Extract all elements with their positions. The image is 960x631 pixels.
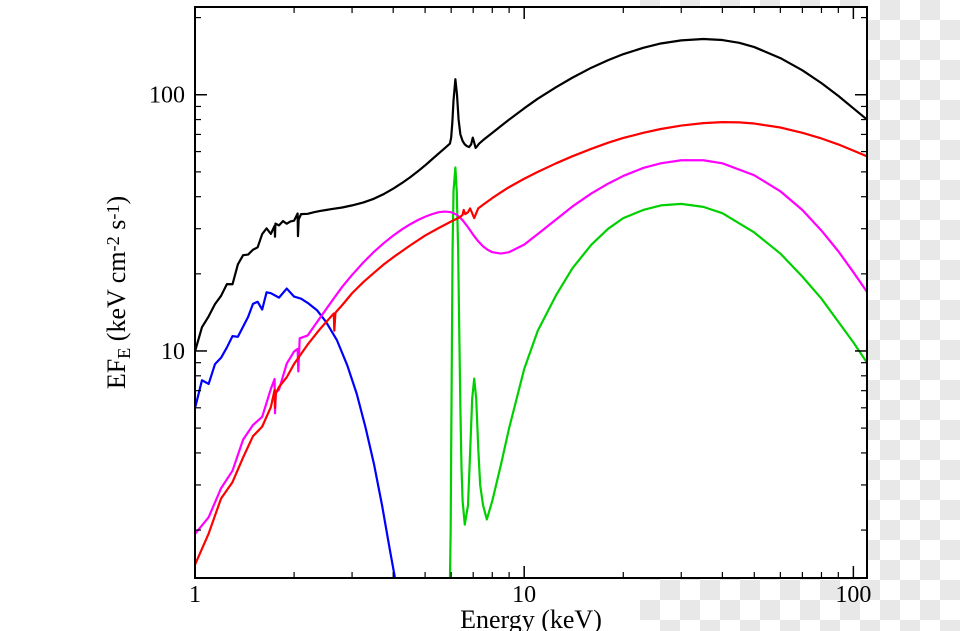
ytick-label: 10 [161,339,185,365]
xtick-label: 1 [189,582,201,608]
y-axis-label: EFE (keV cm-2 s-1) [102,196,134,389]
ytick-label: 100 [149,83,185,109]
chart-container: 11010010100Energy (keV)EFE (keV cm-2 s-1… [0,0,960,631]
xtick-label: 100 [835,582,871,608]
x-axis-label: Energy (keV) [460,605,602,631]
chart-svg: 11010010100Energy (keV)EFE (keV cm-2 s-1… [0,0,960,631]
